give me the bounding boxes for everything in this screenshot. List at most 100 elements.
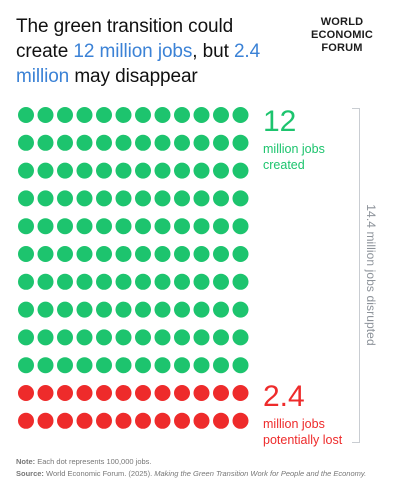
dot-lost — [174, 385, 190, 401]
dot-created — [193, 190, 210, 207]
dot-created — [57, 107, 73, 123]
dot-created — [96, 218, 112, 235]
dot-lost — [76, 385, 93, 401]
dot-created — [18, 107, 34, 123]
dot-created — [154, 357, 171, 374]
dot-created — [57, 357, 73, 374]
dot-created — [37, 357, 54, 374]
dot-lost — [57, 385, 73, 401]
dot-lost — [232, 412, 249, 429]
dot-created — [37, 329, 54, 346]
dot-created — [37, 301, 54, 318]
dot-created — [135, 162, 151, 179]
dot-created — [37, 134, 54, 151]
dot-created — [115, 190, 132, 207]
dot-lost — [37, 385, 54, 401]
dot-created — [174, 162, 190, 179]
dot-lost — [213, 412, 229, 429]
dot-created — [18, 329, 34, 346]
dot-created — [37, 190, 54, 207]
dot-created — [76, 190, 93, 207]
dot-created — [18, 218, 34, 235]
title-text-1: The green transition could create — [16, 16, 234, 62]
dot-created — [154, 218, 171, 235]
dot-lost — [174, 412, 190, 429]
dot-created — [193, 107, 210, 123]
jobs-lost-label-line2: potentially lost — [263, 433, 343, 447]
note-label: Note: — [16, 457, 36, 466]
dot-created — [232, 218, 249, 235]
jobs-lost-label: million jobs potentially lost — [263, 416, 342, 448]
dot-created — [154, 134, 171, 151]
source-label: Source: — [16, 469, 44, 478]
dot-created — [154, 107, 171, 123]
dot-created — [193, 273, 210, 290]
dot-created — [37, 218, 54, 235]
dot-created — [18, 190, 34, 207]
dot-created — [115, 107, 132, 123]
jobs-created-stat: 12 million jobs created — [263, 107, 325, 173]
dot-created — [76, 134, 93, 151]
dot-created — [76, 301, 93, 318]
dot-created — [193, 218, 210, 235]
dot-created — [232, 134, 249, 151]
dot-created — [213, 218, 229, 235]
footnote: Note: Each dot represents 100,000 jobs. — [16, 456, 388, 468]
dot-created — [96, 162, 112, 179]
dot-created — [115, 301, 132, 318]
dot-created — [174, 134, 190, 151]
dot-created — [154, 329, 171, 346]
dot-created — [135, 134, 151, 151]
total-jobs-disrupted-label: 14.4 million jobs disrupted — [364, 204, 378, 346]
dot-lost — [96, 385, 112, 401]
dot-created — [96, 329, 112, 346]
dot-created — [213, 246, 229, 262]
dot-created — [154, 162, 171, 179]
dot-created — [232, 246, 249, 262]
dot-created — [193, 301, 210, 318]
dot-lost — [18, 412, 34, 429]
dot-created — [57, 190, 73, 207]
dot-created — [193, 329, 210, 346]
dot-created — [135, 246, 151, 262]
dot-created — [174, 273, 190, 290]
dot-created — [232, 273, 249, 290]
dot-created — [115, 357, 132, 374]
dot-created — [115, 273, 132, 290]
dot-created — [96, 357, 112, 374]
dot-created — [57, 134, 73, 151]
dot-created — [213, 329, 229, 346]
dot-created — [174, 246, 190, 262]
dot-created — [213, 301, 229, 318]
dot-lost — [193, 412, 210, 429]
dot-created — [135, 218, 151, 235]
title-highlight-jobs-lost: 2.4 million — [16, 41, 261, 87]
logo-line-economic: ECONOMIC — [310, 29, 374, 41]
dot-created — [213, 273, 229, 290]
dot-created — [232, 357, 249, 374]
dot-created — [76, 162, 93, 179]
jobs-created-label: million jobs created — [263, 141, 325, 173]
dot-lost — [154, 412, 171, 429]
logo-line-forum: FORUM — [321, 42, 363, 54]
dot-created — [76, 273, 93, 290]
dot-lost — [76, 412, 93, 429]
dot-created — [135, 190, 151, 207]
dot-created — [96, 134, 112, 151]
dot-created — [115, 134, 132, 151]
title-text-2: , but — [192, 41, 234, 62]
dot-lost — [232, 385, 249, 401]
dot-created — [57, 329, 73, 346]
dot-created — [115, 218, 132, 235]
jobs-created-label-line2: created — [263, 158, 305, 172]
dot-created — [18, 246, 34, 262]
dot-created — [232, 107, 249, 123]
dot-created — [193, 134, 210, 151]
dot-created — [96, 107, 112, 123]
chart-footer: Note: Each dot represents 100,000 jobs. … — [16, 456, 388, 480]
dot-created — [37, 107, 54, 123]
dot-lost — [135, 385, 151, 401]
dot-created — [154, 190, 171, 207]
dot-created — [154, 273, 171, 290]
